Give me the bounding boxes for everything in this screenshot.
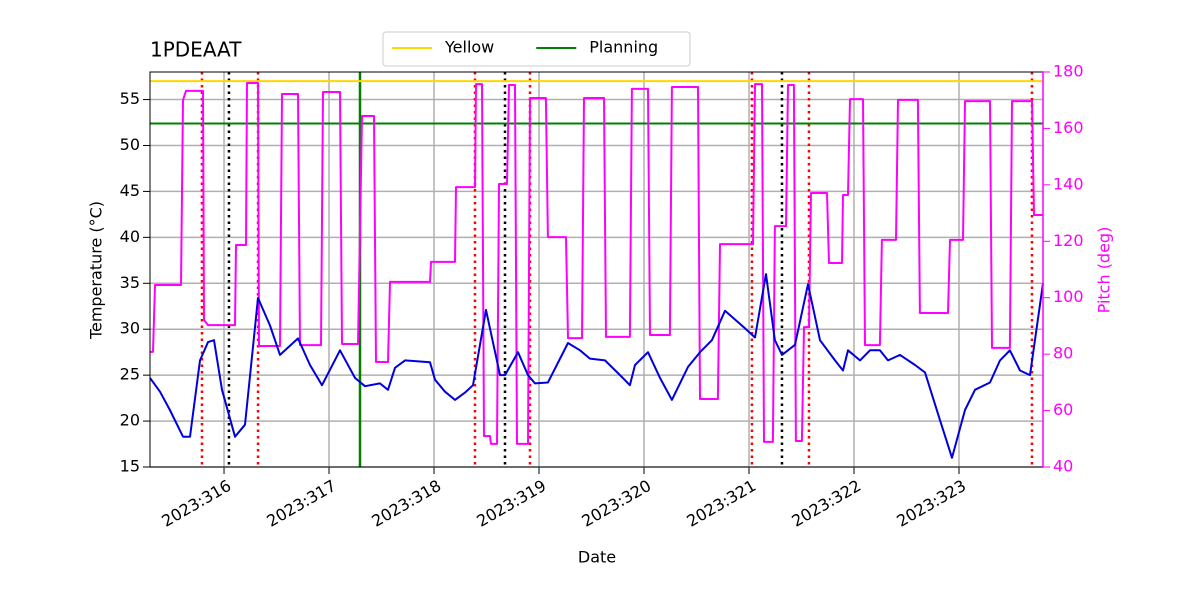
y2-tick-label: 120 [1053,231,1084,250]
y-tick-label: 45 [120,181,140,200]
y2-tick-label: 100 [1053,287,1084,306]
y-tick-label: 40 [120,227,140,246]
legend-label: Planning [589,38,658,57]
y2-tick-label: 60 [1053,400,1073,419]
y2-tick-label: 160 [1053,118,1084,137]
x-tick-label: 2023:318 [368,476,444,531]
x-tick-label: 2023:322 [788,476,864,531]
x-tick-label: 2023:316 [158,476,234,531]
y-axis-label: Temperature (°C) [87,201,106,340]
x-tick-label: 2023:317 [263,476,339,531]
y2-axis-label: Pitch (deg) [1095,227,1114,314]
y-tick-label: 20 [120,411,140,430]
x-tick-label: 2023:320 [578,476,654,531]
y2-tick-label: 180 [1053,62,1084,81]
plot-frame [149,71,1044,468]
legend-label: Yellow [444,38,494,57]
y2-tick-label: 80 [1053,344,1073,363]
x-tick-label: 2023:319 [473,476,549,531]
x-tick-label: 2023:321 [683,476,759,531]
x-tick-label: 2023:323 [893,476,969,531]
chart-title: 1PDEAAT [150,38,242,62]
y2-tick-label: 140 [1053,174,1084,193]
x-axis-label: Date [578,548,616,567]
y-tick-label: 50 [120,135,140,154]
y-tick-label: 55 [120,89,140,108]
y-tick-label: 15 [120,457,140,476]
y-tick-label: 25 [120,365,140,384]
y2-tick-label: 40 [1053,457,1073,476]
y-tick-label: 35 [120,273,140,292]
data-line [149,273,1044,459]
y-tick-label: 30 [120,319,140,338]
data-line [150,82,1043,445]
